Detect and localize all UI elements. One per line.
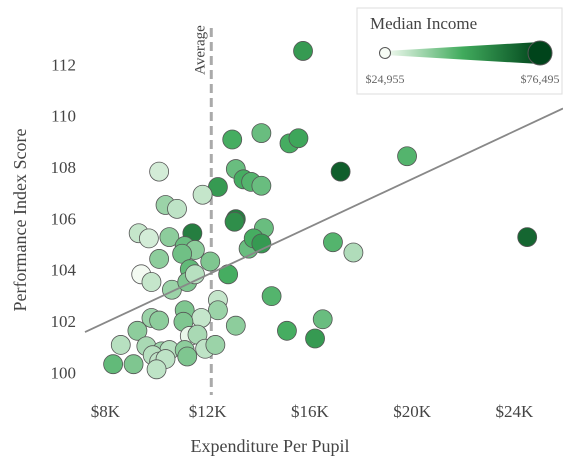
point bbox=[192, 184, 213, 205]
point bbox=[222, 129, 243, 150]
point bbox=[127, 320, 148, 341]
point bbox=[251, 175, 272, 196]
y-tick-label: 106 bbox=[51, 209, 77, 228]
legend: Median Income $24,955 $76,495 bbox=[356, 7, 563, 95]
x-tick-label: $20K bbox=[393, 402, 432, 421]
point bbox=[149, 310, 170, 331]
point bbox=[277, 320, 297, 341]
colorbar-min bbox=[379, 47, 391, 59]
point bbox=[397, 146, 417, 167]
y-axis-title: Performance Index Score bbox=[10, 129, 30, 312]
x-axis-title: Expenditure Per Pupil bbox=[191, 436, 350, 456]
x-tick-label: $16K bbox=[291, 402, 330, 421]
y-tick-label: 108 bbox=[51, 158, 77, 177]
y-tick-label: 112 bbox=[51, 55, 76, 74]
point bbox=[205, 335, 226, 355]
point bbox=[343, 242, 364, 263]
x-tick-label: $12K bbox=[189, 402, 228, 421]
point bbox=[224, 211, 245, 232]
point bbox=[149, 249, 170, 269]
point bbox=[225, 315, 246, 336]
x-tick-label: $8K bbox=[91, 402, 121, 421]
average-label: Average bbox=[193, 25, 209, 75]
point bbox=[323, 232, 343, 253]
point bbox=[139, 228, 159, 249]
point bbox=[110, 335, 131, 355]
point bbox=[293, 41, 313, 61]
y-tick-label: 102 bbox=[51, 312, 77, 331]
legend-label: $24,955 bbox=[366, 72, 405, 86]
y-tick-label: 100 bbox=[51, 363, 77, 382]
legend-label: $76,495 bbox=[521, 72, 560, 86]
point bbox=[251, 123, 272, 144]
point bbox=[103, 354, 124, 375]
point bbox=[200, 251, 221, 272]
plot-area: Average bbox=[84, 25, 563, 395]
point bbox=[149, 161, 170, 182]
legend-title: Median Income bbox=[370, 14, 477, 33]
trendline bbox=[84, 107, 563, 333]
point bbox=[146, 359, 167, 380]
point bbox=[305, 328, 325, 349]
point bbox=[208, 300, 228, 321]
point bbox=[191, 308, 212, 328]
point bbox=[288, 128, 309, 149]
point bbox=[123, 354, 144, 375]
point bbox=[159, 227, 180, 247]
x-tick-label: $24K bbox=[496, 402, 535, 421]
point bbox=[177, 346, 198, 367]
colorbar bbox=[385, 42, 540, 64]
point bbox=[330, 161, 351, 182]
point bbox=[312, 309, 333, 330]
point bbox=[141, 272, 162, 292]
y-tick-label: 110 bbox=[51, 107, 76, 126]
y-tick-label: 104 bbox=[51, 261, 77, 280]
colorbar-max bbox=[527, 40, 553, 66]
point bbox=[261, 286, 282, 307]
point bbox=[167, 198, 187, 219]
point bbox=[517, 227, 538, 247]
